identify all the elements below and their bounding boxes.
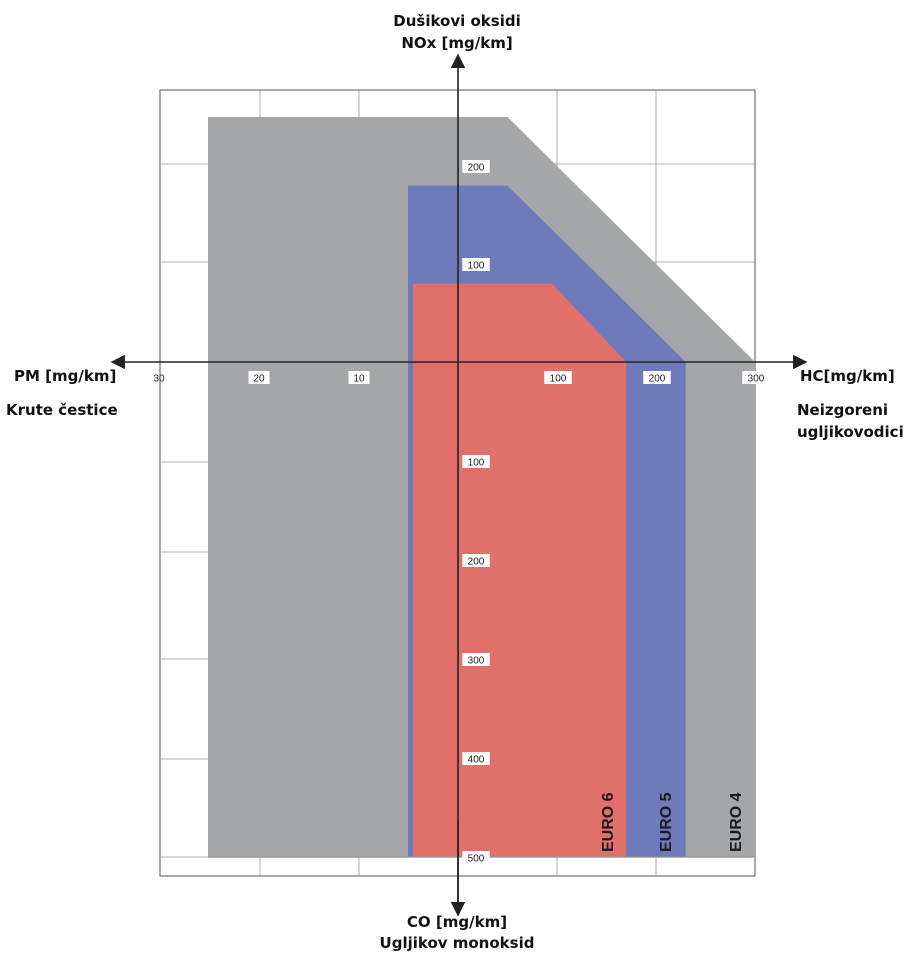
co-axis-unit: CO [mg/km] <box>407 913 507 931</box>
axes <box>110 53 808 917</box>
tick-label-text: 100 <box>468 261 485 272</box>
tick-box <box>643 371 671 384</box>
pm-axis-title: Krute čestice <box>6 401 118 419</box>
tick-label-text: 100 <box>550 374 567 385</box>
tick-label-text: 300 <box>748 374 765 385</box>
tick-box <box>248 371 270 384</box>
pm-tick-10: 10 <box>348 371 370 385</box>
tick-label-text: 20 <box>253 374 265 385</box>
hc-axis-unit: HC[mg/km] <box>800 367 895 385</box>
tick-box <box>462 653 490 666</box>
nox-axis-title: Dušikovi oksidi <box>393 12 520 30</box>
euro-label-euro-4: EURO 4 <box>728 792 745 852</box>
hc-tick-200: 200 <box>643 371 671 385</box>
euro-labels: EURO 4 EURO 5 EURO 6 <box>600 792 745 852</box>
co-tick-500: 500 <box>462 851 490 865</box>
tick-box <box>742 371 770 384</box>
tick-box <box>462 455 490 468</box>
emission-bands <box>208 117 755 858</box>
pm-tick-30: 30 <box>153 374 165 385</box>
tick-box <box>348 371 370 384</box>
co-tick-200: 200 <box>462 554 490 568</box>
hc-axis-title-line1: Neizgoreni <box>797 401 888 419</box>
tick-label-text: 10 <box>353 374 365 385</box>
tick-labels: 100 200 100 200 300 400 500 10 20 30 100 200 300 <box>153 160 770 865</box>
tick-label-text: 200 <box>468 163 485 174</box>
tick-label-text: 200 <box>468 557 485 568</box>
hc-axis-title-line2: ugljikovodici <box>797 423 904 441</box>
nox-axis-unit: NOx [mg/km] <box>401 34 512 52</box>
tick-box <box>462 554 490 567</box>
co-tick-300: 300 <box>462 653 490 667</box>
co-tick-400: 400 <box>462 752 490 766</box>
tick-label-text: 200 <box>649 374 666 385</box>
tick-box <box>462 752 490 765</box>
tick-label-text: 400 <box>468 755 485 766</box>
tick-label-text: 500 <box>468 854 485 865</box>
euro-label-euro-6: EURO 6 <box>600 792 617 852</box>
co-axis-title: Ugljikov monoksid <box>380 934 535 952</box>
nox-tick-200: 200 <box>462 160 490 174</box>
pm-axis-unit: PM [mg/km] <box>14 367 116 385</box>
tick-label-text: 100 <box>468 458 485 469</box>
tick-box <box>462 258 490 271</box>
nox-tick-100: 100 <box>462 258 490 272</box>
tick-box <box>544 371 572 384</box>
band-euro-6 <box>413 283 627 857</box>
hc-tick-100: 100 <box>544 371 572 385</box>
co-tick-100: 100 <box>462 455 490 469</box>
tick-label-text: 300 <box>468 656 485 667</box>
tick-label-text: 30 <box>153 374 165 385</box>
pm-tick-20: 20 <box>248 371 270 385</box>
tick-box <box>462 851 490 864</box>
euro-label-euro-5: EURO 5 <box>658 792 675 852</box>
hc-tick-300: 300 <box>742 371 770 385</box>
tick-box <box>462 160 490 173</box>
